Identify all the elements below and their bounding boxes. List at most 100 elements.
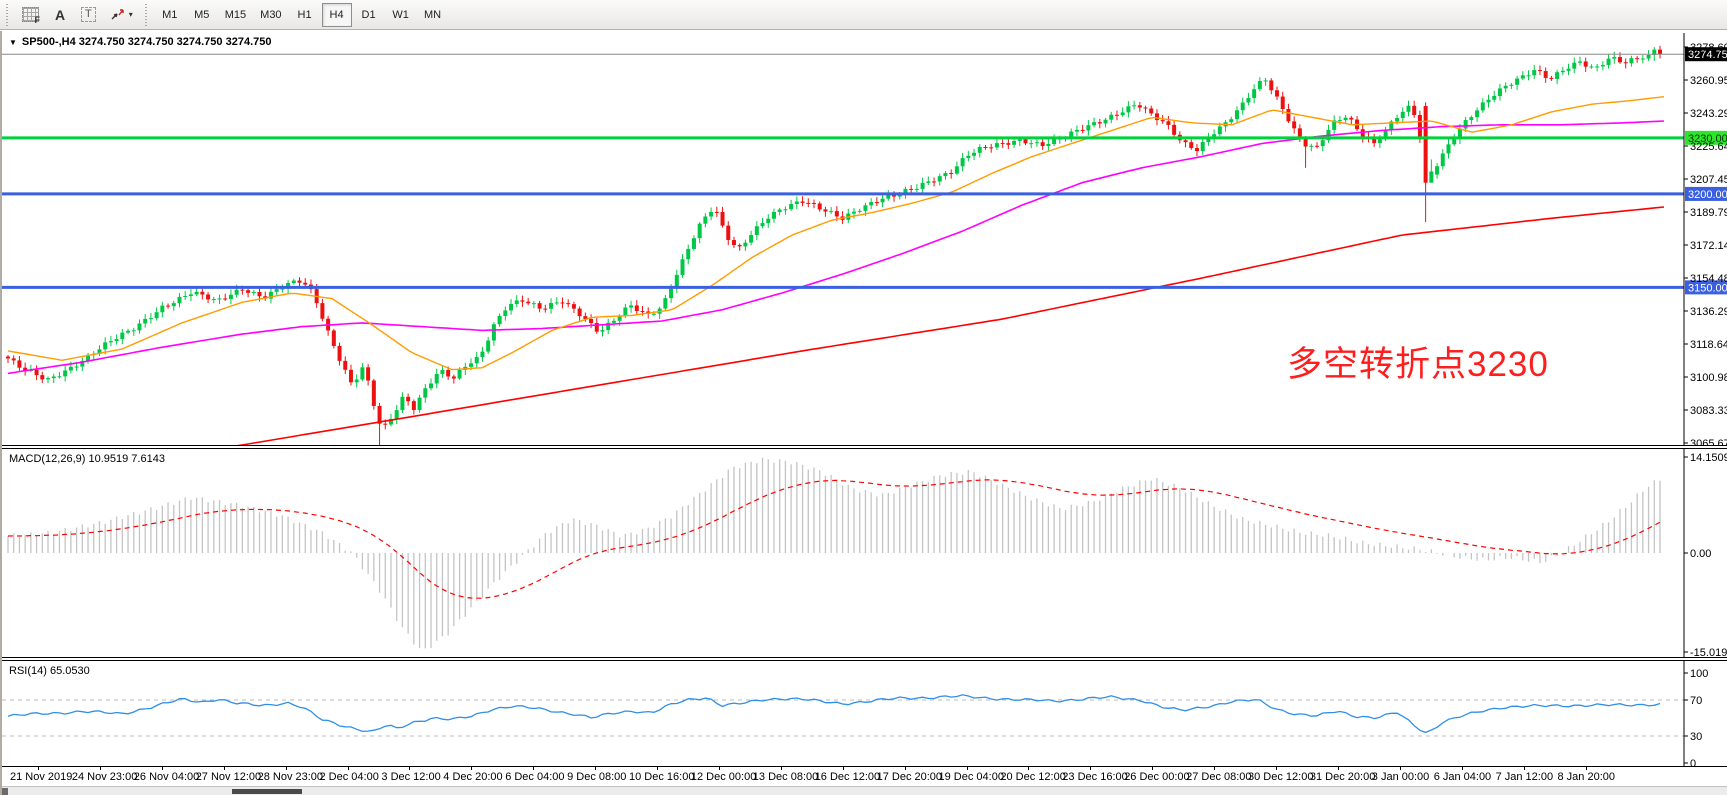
arrows-tool-button[interactable]: ▾	[104, 3, 139, 27]
macd-indicator-label: MACD(12,26,9) 10.9519 7.6143	[9, 453, 165, 465]
time-axis-label: 27 Dec 08:00	[1186, 771, 1252, 783]
time-axis-label: 3 Dec 12:00	[381, 771, 441, 783]
time-axis-label: 17 Dec 20:00	[876, 771, 943, 783]
price-badge-label: 3230.000	[1688, 133, 1727, 145]
price-tick-label: 3225.640	[1690, 141, 1727, 153]
chart-window: 3274.750 3230.000 3200.000 3150.000 3278.605…	[0, 31, 1727, 795]
indicator-grid-tool-button[interactable]: F	[16, 3, 45, 27]
macd-tick-label: -15.019	[1690, 647, 1727, 657]
timeframe-button-m30[interactable]: M30	[254, 3, 287, 27]
price-tick-label: 3136.295	[1690, 306, 1727, 318]
text-label-tool-button[interactable]: A	[47, 3, 73, 27]
ma_fast-line	[7, 96, 1665, 371]
time-tick	[285, 767, 287, 770]
time-axis-label: 6 Jan 04:00	[1433, 771, 1492, 783]
price-tick-label: 3065.675	[1690, 438, 1727, 445]
time-axis-label: 20 Dec 12:00	[1000, 771, 1066, 783]
timeframe-button-h4[interactable]: H4	[321, 2, 352, 27]
price-tick-label: 3172.140	[1690, 240, 1727, 252]
scrollbar-thumb[interactable]	[232, 789, 302, 794]
timeframe-button-m1[interactable]: M1	[155, 3, 185, 27]
time-tick	[1461, 767, 1463, 770]
rsi-indicator-label: RSI(14) 65.0530	[9, 665, 90, 677]
chart-title: ▼ SP500-,H4 3274.750 3274.750 3274.750 3…	[9, 36, 271, 48]
ma_slow-line	[237, 206, 1665, 445]
price-badge-label: 3200.000	[1688, 189, 1727, 201]
timeframe-button-w1[interactable]: W1	[386, 3, 416, 27]
time-axis-label: 19 Dec 04:00	[938, 771, 1004, 783]
timeframe-button-m15[interactable]: M15	[219, 3, 252, 27]
chart-title-text: SP500-,H4 3274.750 3274.750 3274.750 327…	[21, 36, 272, 48]
time-axis-label: 7 Jan 12:00	[1495, 771, 1554, 783]
time-axis-label: 28 Nov 23:00	[257, 771, 324, 783]
time-tick	[161, 767, 163, 770]
toolbar-drag-handle[interactable]	[5, 3, 11, 26]
toolbar-drag-handle[interactable]	[143, 3, 150, 26]
time-axis-label: 24 Nov 23:00	[71, 771, 138, 783]
time-tick	[409, 767, 411, 770]
price-tick-label: 3207.450	[1690, 174, 1727, 186]
time-tick	[780, 767, 782, 770]
timeframe-button-h1[interactable]: H1	[290, 3, 320, 27]
time-tick	[657, 767, 658, 770]
price-tick-label: 3243.295	[1690, 108, 1727, 120]
macd-panel[interactable]: 14.1509 0.00 -15.019	[2, 449, 1727, 657]
time-tick	[1337, 767, 1339, 770]
price-badge	[1685, 47, 1727, 62]
price-badge-label: 3274.750	[1688, 49, 1727, 61]
panel-splitter[interactable]	[2, 657, 1727, 661]
rsi-panel[interactable]: 100 70 30 0	[2, 661, 1727, 766]
arrows-icon	[111, 8, 124, 19]
timeframe-button-mn[interactable]: MN	[418, 3, 448, 27]
time-axis-label: 30 Dec 12:00	[1248, 771, 1314, 783]
timeframe-button-m5[interactable]: M5	[187, 3, 217, 27]
time-tick	[1214, 767, 1216, 770]
time-axis-label: 2 Dec 04:00	[319, 771, 379, 783]
time-tick	[1152, 767, 1154, 770]
horizontal-scrollbar	[2, 786, 1727, 795]
time-axis-label: 9 Dec 08:00	[567, 771, 627, 783]
time-axis-label: 31 Dec 20:00	[1309, 771, 1376, 783]
time-axis[interactable]: 21 Nov 2019 24 Nov 23:00 26 Nov 04:00 27 No…	[2, 766, 1727, 786]
time-tick	[1399, 767, 1401, 770]
toolbar: F A T ▾ M1 M5 M15 M30 H1 H4 D1 W1 MN	[0, 0, 1727, 30]
time-tick	[842, 767, 844, 770]
time-tick	[1523, 767, 1525, 770]
price-badge	[1685, 280, 1727, 295]
chart-annotation-text: 多空转折点3230	[1287, 345, 1549, 384]
time-tick	[904, 767, 906, 770]
time-tick	[1585, 767, 1587, 770]
time-axis-label: 6 Dec 04:00	[505, 771, 565, 783]
time-tick	[99, 767, 101, 770]
time-tick	[347, 767, 349, 770]
time-tick	[595, 767, 597, 770]
time-axis-label: 21 Nov 2019	[10, 771, 73, 783]
time-tick	[1276, 767, 1277, 770]
macd-tick-label: 0.00	[1690, 548, 1711, 560]
time-axis-label: 26 Dec 00:00	[1124, 771, 1190, 783]
price-tick-label: 3083.330	[1690, 405, 1727, 417]
rsi-line	[7, 694, 1661, 734]
price-tick-label: 3154.485	[1690, 273, 1727, 285]
rsi-tick-label: 30	[1690, 731, 1702, 743]
time-tick	[1028, 767, 1030, 770]
time-axis-label: 12 Dec 00:00	[690, 771, 757, 783]
text-box-tool-button[interactable]: T	[75, 3, 102, 27]
rsi-tick-label: 100	[1690, 668, 1708, 680]
symbol-dropdown-icon[interactable]: ▼	[9, 37, 17, 47]
time-axis-label: 4 Dec 20:00	[443, 771, 503, 783]
price-tick-label: 3100.985	[1690, 372, 1727, 384]
time-axis-label: 13 Dec 08:00	[752, 771, 819, 783]
price-chart-panel[interactable]: 3274.750 3230.000 3200.000 3150.000 3278.605…	[2, 33, 1727, 445]
macd-tick-label: 14.1509	[1690, 452, 1727, 464]
timeframe-button-d1[interactable]: D1	[354, 3, 384, 27]
price-badge-label: 3150.000	[1688, 282, 1727, 294]
price-badge	[1685, 130, 1727, 145]
time-axis-label: 10 Dec 16:00	[629, 771, 695, 783]
grid-icon: F	[22, 7, 40, 25]
panel-splitter[interactable]	[2, 445, 1727, 449]
time-tick	[471, 767, 473, 770]
time-axis-label: 23 Dec 16:00	[1062, 771, 1128, 783]
rsi-tick-label: 70	[1690, 695, 1702, 707]
